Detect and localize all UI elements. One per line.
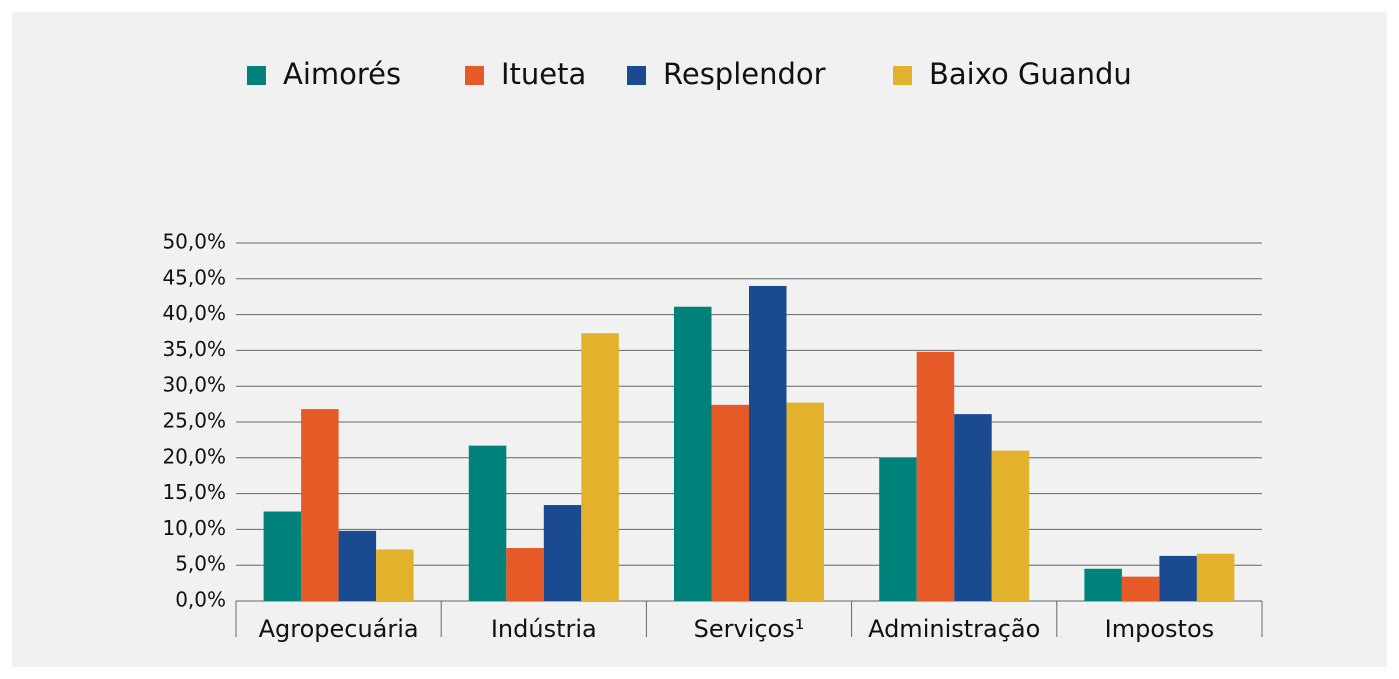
x-tick-label: Administração (868, 615, 1040, 643)
y-tick-label: 50,0% (162, 230, 226, 254)
bar (1196, 553, 1235, 601)
legend-label: Resplendor (663, 57, 826, 91)
y-tick-label: 0,0% (175, 588, 226, 612)
x-tick-label: Impostos (1105, 615, 1214, 643)
y-tick-label: 5,0% (175, 552, 226, 576)
legend-swatch (247, 66, 266, 85)
bar (506, 548, 544, 601)
bar (1121, 576, 1160, 601)
bar (1159, 555, 1197, 601)
y-tick-label: 35,0% (162, 337, 226, 361)
y-tick-label: 25,0% (162, 409, 226, 433)
legend-label: Aimorés (283, 57, 401, 91)
y-tick-label: 15,0% (162, 480, 226, 504)
x-tick-label: Serviços¹ (694, 615, 805, 643)
bar (376, 549, 414, 601)
y-tick-label: 45,0% (162, 265, 226, 289)
bar (1084, 568, 1122, 601)
legend-label: Baixo Guandu (929, 57, 1132, 91)
bar (581, 333, 619, 601)
bar (543, 505, 582, 601)
y-tick-label: 30,0% (162, 373, 226, 397)
bar (674, 306, 712, 601)
bar (711, 404, 749, 601)
bar (338, 530, 377, 601)
bar (879, 457, 917, 601)
bar (954, 414, 992, 601)
x-tick-label: Indústria (491, 615, 597, 643)
y-tick-label: 10,0% (162, 516, 226, 540)
legend-swatch (627, 66, 646, 85)
bar (916, 351, 955, 601)
bar (468, 445, 507, 601)
y-tick-label: 40,0% (162, 301, 226, 325)
bar (263, 511, 302, 601)
legend-swatch (465, 66, 484, 85)
legend-swatch (893, 66, 912, 85)
bar (991, 450, 1030, 601)
bar (749, 285, 787, 601)
legend-label: Itueta (501, 57, 586, 91)
bar (301, 409, 339, 601)
x-tick-label: Agropecuária (259, 615, 419, 643)
bar (786, 402, 824, 601)
y-tick-label: 20,0% (162, 444, 226, 468)
